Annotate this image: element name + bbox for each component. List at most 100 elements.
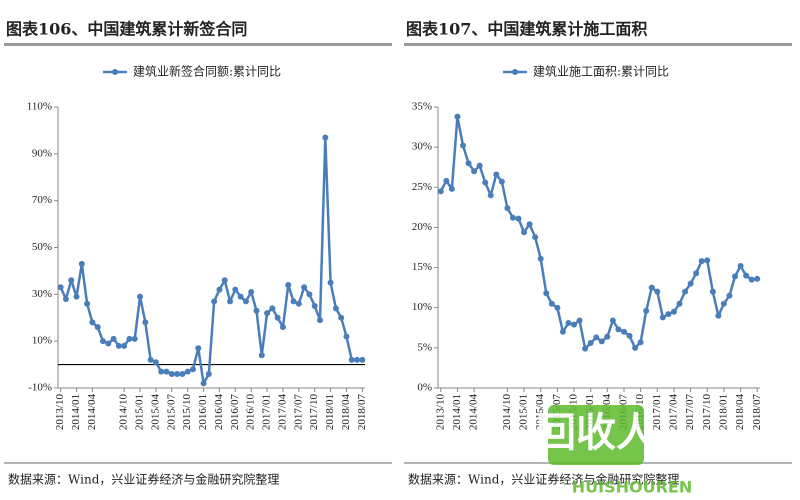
x-tick-label: 2015/04 (534, 394, 546, 431)
data-point (526, 221, 533, 228)
y-tick-label: 10% (412, 301, 432, 313)
data-point (89, 319, 96, 326)
data-point (195, 345, 202, 352)
data-point (704, 257, 711, 264)
data-point (110, 335, 117, 342)
data-point (665, 311, 672, 318)
data-point (295, 300, 302, 307)
data-point (737, 262, 744, 269)
x-tick-label: 2016/04 (213, 394, 225, 431)
data-point (311, 303, 318, 310)
data-point (274, 314, 281, 321)
data-point (615, 326, 622, 333)
data-point (748, 276, 755, 283)
y-tick-label: 30% (412, 141, 432, 153)
data-point (327, 279, 334, 286)
y-tick-label: 35% (412, 101, 432, 113)
data-point (168, 370, 175, 377)
x-tick-label: 2014/01 (70, 394, 82, 430)
x-tick-label: 2017/10 (308, 394, 320, 431)
x-tick-label: 2016/07 (229, 394, 241, 431)
data-point (659, 314, 666, 321)
data-point (698, 258, 705, 265)
data-point (459, 142, 466, 149)
data-point (754, 275, 761, 282)
data-point (448, 185, 455, 192)
legend-marker (112, 69, 118, 75)
data-point (648, 284, 655, 291)
data-point (359, 356, 366, 363)
data-point (743, 272, 750, 279)
watermark: 回收人 HUISHOUREN (536, 405, 692, 497)
data-point (604, 333, 611, 340)
x-tick-label: 2018/01 (717, 394, 729, 430)
data-point (84, 300, 91, 307)
y-tick-label: 30% (32, 288, 52, 300)
data-point (279, 324, 286, 331)
data-point (152, 359, 159, 366)
x-tick-label: 2018/04 (734, 394, 746, 431)
data-point (354, 356, 361, 363)
x-tick-label: 2014/01 (451, 394, 463, 430)
data-point (554, 304, 561, 311)
data-point (620, 328, 627, 335)
data-point (348, 356, 355, 363)
data-point (537, 255, 544, 262)
data-point (115, 342, 122, 349)
data-point (676, 300, 683, 307)
source: 数据来源：Wind，兴业证券经济与金融研究院整理 (8, 472, 279, 487)
data-point (73, 293, 80, 300)
x-tick-label: 2016/01 (197, 394, 209, 430)
x-tick-label: 2018/07 (356, 394, 368, 431)
series-line (439, 115, 758, 350)
watermark-box (548, 405, 644, 465)
data-point (211, 298, 218, 305)
y-tick-label: 110% (27, 101, 52, 113)
data-point (62, 296, 69, 303)
x-tick-label: 2017/10 (701, 394, 713, 431)
source: 数据来源：Wind，兴业证券经济与金融研究院整理 (408, 472, 679, 487)
data-point (726, 292, 733, 299)
data-point (306, 291, 313, 298)
x-tick-label: 2015/01 (134, 394, 146, 430)
data-point (587, 340, 594, 347)
data-point (179, 370, 186, 377)
data-point (237, 293, 244, 300)
data-point (147, 356, 154, 363)
x-tick-label: 2014/04 (86, 394, 98, 431)
y-tick-label: 90% (32, 147, 52, 159)
data-point (269, 305, 276, 312)
data-point (487, 192, 494, 199)
data-point (121, 342, 128, 349)
data-point (248, 288, 255, 295)
y-tick-label: 15% (412, 261, 432, 273)
data-point (99, 338, 106, 345)
data-point (454, 113, 461, 120)
data-point (637, 339, 644, 346)
data-point (687, 280, 694, 287)
series-line (59, 136, 363, 385)
x-tick-label: 2017/07 (292, 394, 304, 431)
data-point (343, 333, 350, 340)
watermark-subtext: HUISHOUREN (572, 478, 692, 497)
data-point (576, 317, 583, 324)
data-point (598, 338, 605, 345)
x-tick-label: 2014/10 (501, 394, 513, 431)
data-point (264, 310, 271, 317)
data-point (57, 284, 64, 291)
legend-label: 建筑业新签合同额:累计同比 (133, 64, 281, 79)
data-point (609, 317, 616, 324)
data-point (504, 205, 511, 212)
data-point (682, 288, 689, 295)
y-tick-label: 20% (412, 221, 432, 233)
data-point (338, 314, 345, 321)
data-point (532, 234, 539, 241)
y-tick-label: 5% (417, 341, 432, 353)
data-point (232, 286, 239, 293)
data-point (593, 334, 600, 341)
data-point (626, 332, 633, 339)
x-tick-label: 2017/04 (667, 394, 679, 431)
y-tick-label: -10% (28, 382, 52, 394)
watermark-text: 回收人 (536, 409, 656, 456)
